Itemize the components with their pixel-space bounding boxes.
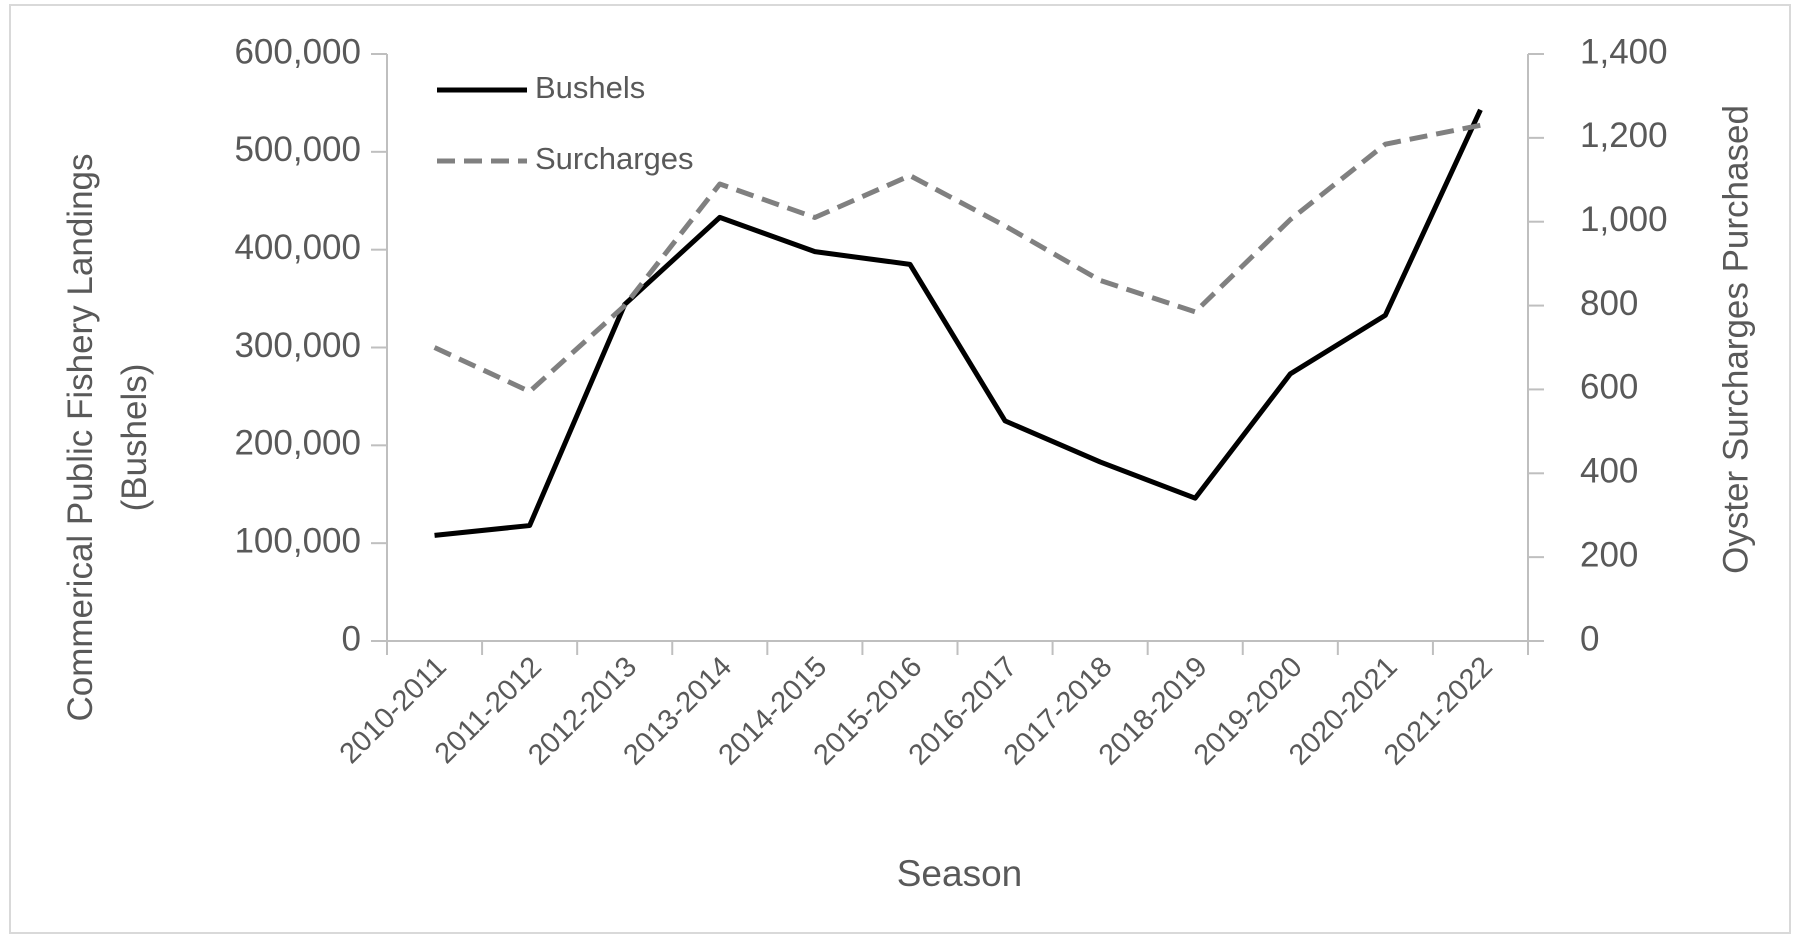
y-tick-label: 500,000	[234, 130, 361, 169]
y2-tick-label: 200	[1580, 535, 1638, 574]
y2-axis-title: Oyster Surcharges Purchased	[1716, 105, 1755, 574]
legend-label: Surcharges	[535, 141, 694, 176]
x-axis-title: Season	[897, 853, 1023, 894]
y-tick-label: 100,000	[234, 521, 361, 560]
y2-tick-label: 1,200	[1580, 116, 1668, 155]
legend-label: Bushels	[535, 70, 645, 105]
y2-tick-label: 800	[1580, 284, 1638, 323]
series-line	[433, 122, 1481, 395]
y2-tick-label: 1,000	[1580, 200, 1668, 239]
y-axis-title: Commerical Public Fishery Landings (Bushe…	[61, 154, 154, 722]
y-tick-label: 0	[342, 619, 361, 658]
series-line	[434, 108, 1483, 538]
y2-tick-label: 0	[1580, 619, 1599, 658]
y-axis-title-line: Commerical Public Fishery Landings	[61, 154, 100, 722]
y-tick-label: 600,000	[234, 32, 361, 71]
y2-tick-label: 1,400	[1580, 32, 1668, 71]
y2-tick-label: 600	[1580, 368, 1638, 407]
y-tick-label: 200,000	[234, 424, 361, 463]
y-axis-title-line: (Bushels)	[115, 364, 154, 512]
y-tick-label: 300,000	[234, 326, 361, 365]
y2-tick-label: 400	[1580, 452, 1638, 491]
chart-border	[9, 4, 1791, 934]
y-tick-label: 400,000	[234, 228, 361, 267]
